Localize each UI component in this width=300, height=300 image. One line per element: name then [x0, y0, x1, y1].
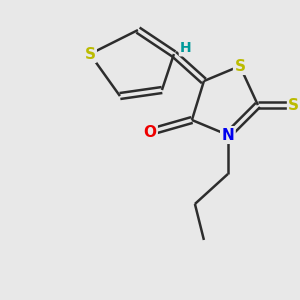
- Text: S: S: [234, 58, 245, 74]
- Text: H: H: [180, 41, 192, 55]
- Text: N: N: [221, 128, 234, 142]
- Text: O: O: [143, 124, 156, 140]
- Text: S: S: [288, 98, 299, 112]
- Text: S: S: [85, 46, 95, 62]
